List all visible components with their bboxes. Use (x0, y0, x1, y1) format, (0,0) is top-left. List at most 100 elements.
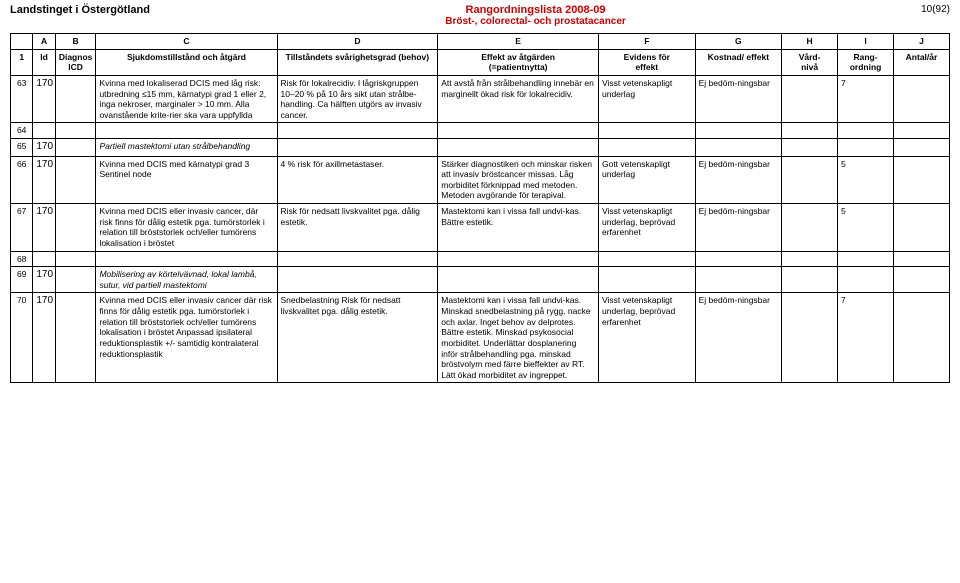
table-row: 64 (11, 123, 950, 139)
col-letter: H (782, 34, 838, 50)
cell-j (894, 204, 950, 252)
condition-cell: Kvinna med DCIS eller invasiv cancer, dä… (96, 204, 277, 252)
id-cell: 170 (33, 293, 55, 383)
ranking-table: ABCDEFGHIJ 1 IdDiagnosICDSjukdomstillstå… (10, 33, 950, 383)
cell-g: Ej bedöm-ningsbar (695, 156, 781, 204)
table-row: 70170 Kvinna med DCIS eller invasiv cance… (11, 293, 950, 383)
cell-e: Mastektomi kan i vissa fall undvi-kas. M… (438, 293, 599, 383)
title-line2: Bröst-, colorectal- och prostatacancer (445, 16, 626, 27)
condition-cell (96, 251, 277, 267)
cell-e: Mastektomi kan i vissa fall undvi-kas. B… (438, 204, 599, 252)
cell-f (598, 123, 695, 139)
cell-j (894, 139, 950, 157)
col-letter: J (894, 34, 950, 50)
doc-title: Rangordningslista 2008-09 Bröst-, colore… (445, 4, 626, 27)
id-cell (33, 251, 55, 267)
diagnos-cell (55, 123, 96, 139)
row-number: 63 (11, 75, 33, 123)
col-letter: G (695, 34, 781, 50)
col-letter: A (33, 34, 55, 50)
org-name: Landstinget i Östergötland (10, 4, 150, 27)
column-header: Kostnad/ effekt (695, 49, 781, 75)
cell-g (695, 139, 781, 157)
cell-i: 5 (838, 204, 894, 252)
cell-g (695, 123, 781, 139)
table-row: 68 (11, 251, 950, 267)
cell-f: Gott vetenskapligt underlag (598, 156, 695, 204)
column-header: Effekt av åtgärden(=patientnytta) (438, 49, 599, 75)
cell-i (838, 139, 894, 157)
cell-f (598, 267, 695, 293)
id-cell: 170 (33, 204, 55, 252)
condition-cell (96, 123, 277, 139)
cell-d: Risk för lokalrecidiv. I lågriskgruppen … (277, 75, 438, 123)
diagnos-cell (55, 267, 96, 293)
condition-cell: Kvinna med DCIS eller invasiv cancer där… (96, 293, 277, 383)
cell-f: Visst vetenskapligt underlag, beprövad e… (598, 293, 695, 383)
condition-cell: Kvinna med DCIS med kärnatypi grad 3 Sen… (96, 156, 277, 204)
cell-g: Ej bedöm-ningsbar (695, 293, 781, 383)
cell-g: Ej bedöm-ningsbar (695, 75, 781, 123)
column-header: Sjukdomstillstånd och åtgärd (96, 49, 277, 75)
cell-d: Risk för nedsatt livskvalitet pga. dålig… (277, 204, 438, 252)
row-number: 70 (11, 293, 33, 383)
page-number: 10(92) (921, 4, 950, 27)
table-row: 67170 Kvinna med DCIS eller invasiv cance… (11, 204, 950, 252)
title-line1: Rangordningslista 2008-09 (445, 4, 626, 16)
diagnos-cell (55, 156, 96, 204)
cell-f (598, 139, 695, 157)
table-row: 63170Kvinna med lokaliserad DCIS med låg… (11, 75, 950, 123)
cell-d (277, 139, 438, 157)
page-header: Landstinget i Östergötland Rangordningsl… (0, 0, 960, 29)
row-number: 68 (11, 251, 33, 267)
cell-e (438, 251, 599, 267)
cell-i (838, 123, 894, 139)
header-row-1: 1 IdDiagnosICDSjukdomstillstånd och åtgä… (11, 49, 950, 75)
cell-i (838, 251, 894, 267)
table-row: 69170 Mobilisering av körtelvävnad, lokal… (11, 267, 950, 293)
column-letter-row: ABCDEFGHIJ (11, 34, 950, 50)
diagnos-cell (55, 251, 96, 267)
id-cell: 170 (33, 139, 55, 157)
diagnos-cell (55, 293, 96, 383)
cell-h (782, 293, 838, 383)
cell-j (894, 75, 950, 123)
cell-j (894, 123, 950, 139)
cell-h (782, 267, 838, 293)
row-number: 67 (11, 204, 33, 252)
cell-h (782, 123, 838, 139)
cell-e (438, 267, 599, 293)
cell-h (782, 204, 838, 252)
rownum-header: 1 (11, 49, 33, 75)
col-letter: B (55, 34, 96, 50)
cell-d (277, 267, 438, 293)
cell-j (894, 251, 950, 267)
table-row: 65170Partiell mastektomi utan strålbehan… (11, 139, 950, 157)
column-header: DiagnosICD (55, 49, 96, 75)
cell-j (894, 267, 950, 293)
cell-j (894, 156, 950, 204)
column-header: Antal/år (894, 49, 950, 75)
cell-h (782, 156, 838, 204)
col-letter: F (598, 34, 695, 50)
cell-f (598, 251, 695, 267)
cell-f: Visst vetenskapligt underlag (598, 75, 695, 123)
cell-f: Visst vetenskapligt underlag, beprövad e… (598, 204, 695, 252)
cell-e (438, 139, 599, 157)
cell-d: Snedbelastning Risk för nedsatt livskval… (277, 293, 438, 383)
condition-cell: Mobilisering av körtelvävnad, lokal lamb… (96, 267, 277, 293)
col-letter: E (438, 34, 599, 50)
cell-e (438, 123, 599, 139)
cell-d: 4 % risk för axillmetastaser. (277, 156, 438, 204)
table-body: 63170Kvinna med lokaliserad DCIS med låg… (11, 75, 950, 383)
column-header: Tillståndets svårighetsgrad (behov) (277, 49, 438, 75)
column-header: Evidens föreffekt (598, 49, 695, 75)
diagnos-cell (55, 204, 96, 252)
id-cell: 170 (33, 267, 55, 293)
row-number: 64 (11, 123, 33, 139)
row-number: 65 (11, 139, 33, 157)
row-number: 69 (11, 267, 33, 293)
cell-g: Ej bedöm-ningsbar (695, 204, 781, 252)
row-number: 66 (11, 156, 33, 204)
column-header: Vård-nivå (782, 49, 838, 75)
